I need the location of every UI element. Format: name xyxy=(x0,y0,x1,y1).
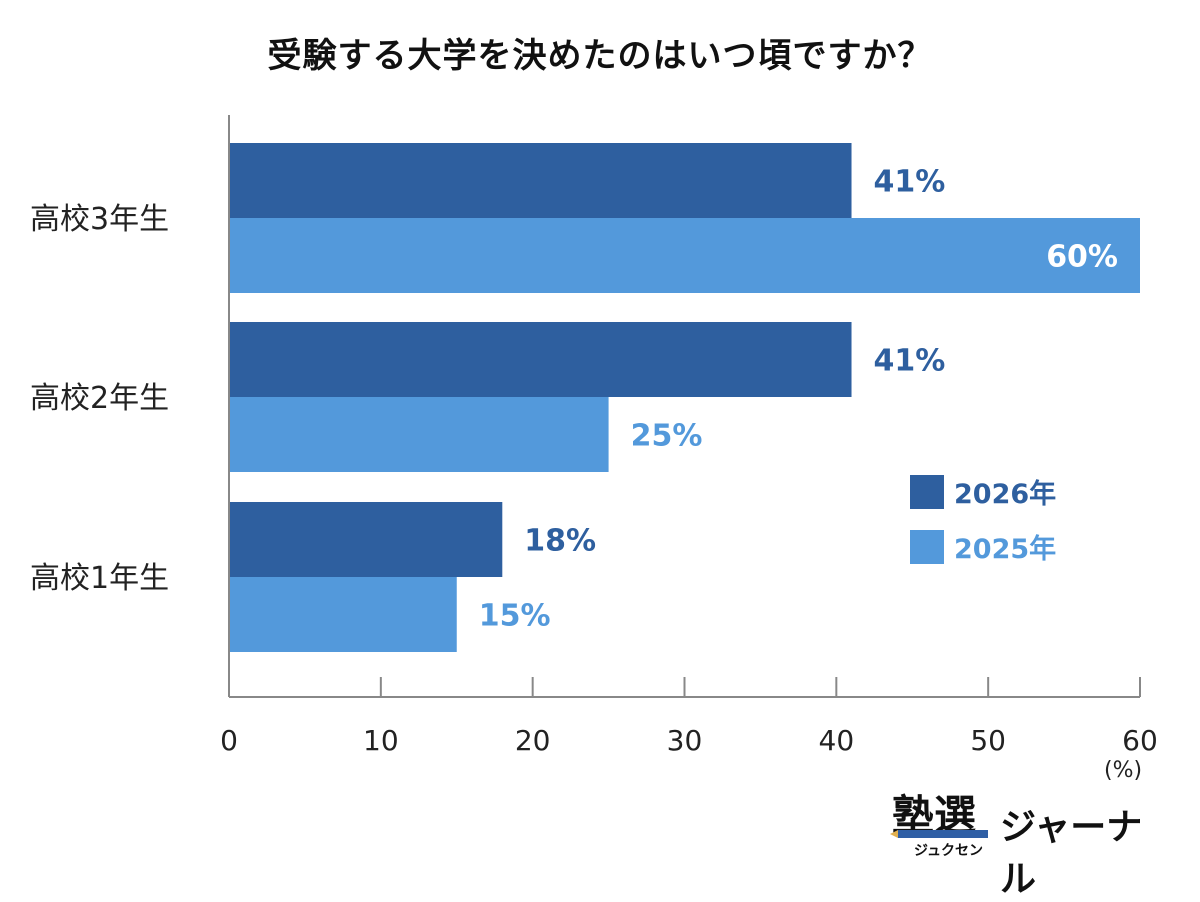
x-tick-label: 60 xyxy=(1122,724,1158,757)
value-label: 60% xyxy=(1046,240,1118,275)
chart-title: 受験する大学を決めたのはいつ頃ですか？ xyxy=(267,36,933,76)
labels-group: 41% 60% 高校3年生 41% 25% 高校2年生 18% 15% 高校1年生 xyxy=(30,165,1118,634)
x-tick-label: 20 xyxy=(515,724,551,757)
bar-series1 xyxy=(229,322,852,397)
value-label: 41% xyxy=(874,344,946,379)
bar-series2 xyxy=(229,397,609,472)
x-tick-label: 10 xyxy=(363,724,399,757)
value-label: 18% xyxy=(524,524,596,559)
x-tick-label: 0 xyxy=(220,724,238,757)
legend-swatch xyxy=(910,475,944,509)
bar-series2 xyxy=(229,577,457,652)
logo-kana: ジュクセン xyxy=(914,843,984,859)
category-label: 高校3年生 xyxy=(30,202,169,237)
category-label: 高校1年生 xyxy=(30,561,169,596)
legend-label: 2025年 xyxy=(954,533,1056,565)
brand-logo: 塾選 ジュクセン ジャーナル xyxy=(890,782,1162,900)
bar-series2 xyxy=(229,218,1140,293)
x-tick-label: 40 xyxy=(819,724,855,757)
axes-group: 0 10 20 30 40 50 60 xyxy=(220,115,1158,757)
legend-swatch xyxy=(910,530,944,564)
logo-text: ジャーナル xyxy=(1000,807,1143,900)
value-label: 15% xyxy=(479,599,551,634)
legend-label: 2026年 xyxy=(954,478,1056,510)
value-label: 41% xyxy=(874,165,946,200)
value-label: 25% xyxy=(631,419,703,454)
pencil-icon xyxy=(890,830,988,838)
bars-group xyxy=(229,143,1140,652)
x-tick-label: 50 xyxy=(970,724,1006,757)
x-tick-label: 30 xyxy=(667,724,703,757)
unit-label: (%) xyxy=(1104,758,1143,783)
bar-series1 xyxy=(229,143,852,218)
bar-series1 xyxy=(229,502,503,577)
category-label: 高校2年生 xyxy=(30,381,169,416)
legend: 2026年 2025年 xyxy=(910,475,1056,565)
